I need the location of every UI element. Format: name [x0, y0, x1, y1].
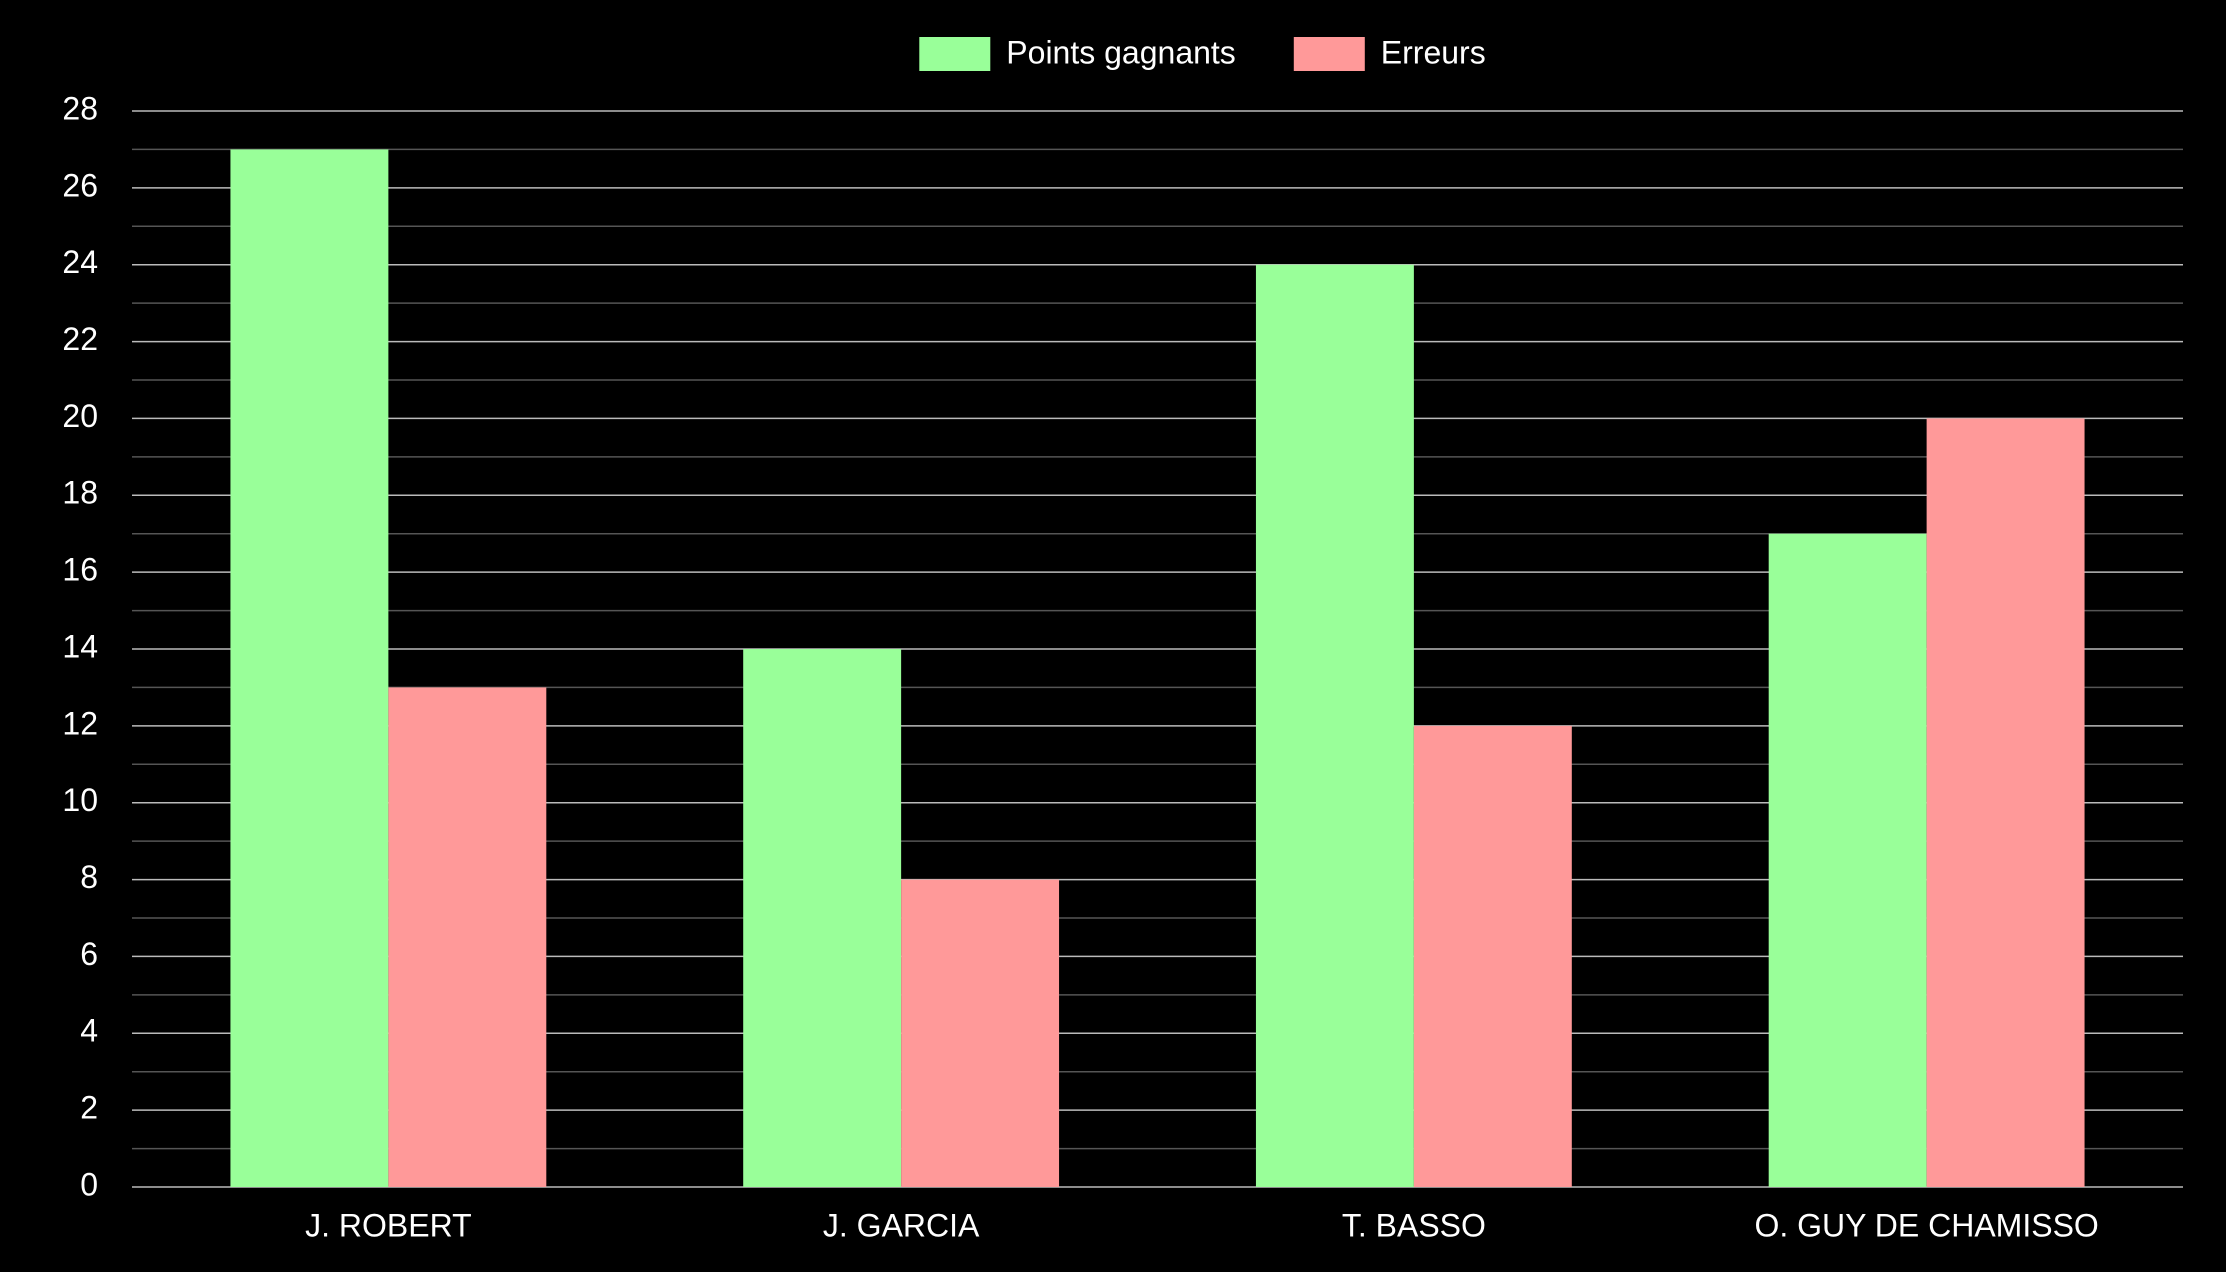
y-tick-label: 22	[62, 321, 98, 357]
y-tick-label: 12	[62, 705, 98, 741]
y-tick-label: 26	[62, 167, 98, 203]
y-tick-label: 2	[80, 1090, 98, 1126]
y-tick-label: 20	[62, 398, 98, 434]
y-tick-label: 28	[62, 90, 98, 126]
bar	[743, 649, 902, 1187]
y-tick-label: 16	[62, 552, 98, 588]
y-tick-label: 10	[62, 782, 98, 818]
legend-swatch	[1293, 37, 1365, 71]
bar	[901, 879, 1060, 1187]
bar	[1413, 725, 1572, 1187]
y-tick-label: 18	[62, 475, 98, 511]
bar	[1255, 264, 1414, 1187]
bar	[230, 149, 389, 1187]
x-tick-label: O. GUY DE CHAMISSO	[1754, 1207, 2098, 1243]
y-tick-label: 6	[80, 936, 98, 972]
bar	[1768, 533, 1927, 1187]
y-tick-label: 8	[80, 859, 98, 895]
y-tick-label: 24	[62, 244, 98, 280]
bar	[1926, 418, 2085, 1187]
y-tick-label: 14	[62, 628, 98, 664]
x-tick-label: J. GARCIA	[823, 1207, 980, 1243]
y-tick-label: 4	[80, 1013, 98, 1049]
bar	[388, 687, 547, 1187]
legend-label: Erreurs	[1381, 34, 1486, 70]
x-tick-label: J. ROBERT	[305, 1207, 472, 1243]
legend: Points gagnants Erreurs	[919, 34, 1486, 71]
y-tick-label: 0	[80, 1166, 98, 1202]
legend-swatch	[919, 37, 991, 71]
x-tick-label: T. BASSO	[1342, 1207, 1486, 1243]
legend-label: Points gagnants	[1006, 34, 1236, 70]
